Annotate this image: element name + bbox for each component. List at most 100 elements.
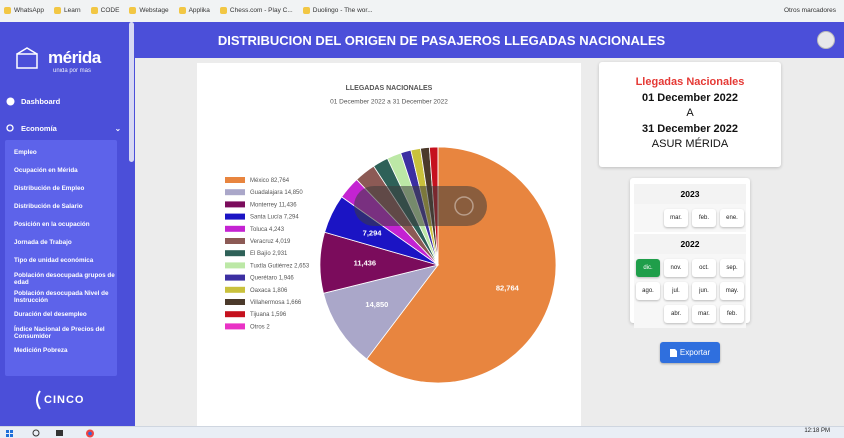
legend-swatch [225,299,245,305]
submenu-item[interactable]: Distribución de Empleo [14,185,85,193]
export-label: Exportar [679,348,711,357]
avatar[interactable] [817,31,835,49]
zoom-out-icon[interactable] [454,196,474,216]
month-button[interactable]: nov. [664,259,688,277]
legend-name: Querétaro [250,275,278,281]
legend-entry: Tuxtla Gutiérrez 2,653 [250,263,310,269]
bookmark[interactable]: Webstage [129,7,169,15]
submenu-item[interactable]: Jornada de Trabajo [14,239,72,247]
month-button[interactable]: ago. [636,282,660,300]
legend-name: México [250,178,270,184]
month-button[interactable]: ene. [720,209,744,227]
month-button[interactable]: mar. [664,209,688,227]
submenu-item[interactable]: Medición Pobreza [14,347,68,355]
month-button[interactable]: dic. [636,259,660,277]
bookmark-label: WhatsApp [14,7,44,15]
legend-entry: Santa Lucía 7,294 [250,214,299,220]
clock: 12:18 PM [804,428,830,434]
legend-entry: Veracruz 4,019 [250,239,291,245]
legend-value: 1,806 [272,287,288,293]
bookmark-label: CODE [100,7,120,15]
bookmark[interactable]: Otros marcadores [784,7,836,14]
legend-swatch [225,274,245,281]
month-grid: mar. feb. ene. [634,204,746,232]
bookmark[interactable]: Chess.com - Play C... [219,7,293,15]
menu-label: Economía [21,124,57,133]
legend-entry: Toluca 4,243 [250,226,285,232]
legend-value: 1,666 [286,300,302,306]
slice-label: 11,436 [354,259,377,268]
bookmark-label: Applika [188,7,210,15]
export-button[interactable]: Exportar [660,342,720,363]
month-button[interactable]: jun. [692,282,716,300]
summary-airport: ASUR MÉRIDA [651,138,729,150]
legend-swatch [225,323,245,330]
menu-label: Dashboard [21,97,61,106]
menu-item[interactable]: Dashboard [6,97,60,106]
submenu-item[interactable]: Distribución de Salario [14,203,83,211]
legend-name: Oaxaca [250,287,271,293]
bookmark[interactable]: Learn [54,7,81,15]
chart-title: LLEGADAS NACIONALES [346,85,433,92]
legend-swatch [225,177,245,183]
submenu-item[interactable]: Duración del desempleo [14,311,87,319]
year-label: 2022 [634,234,746,254]
scrollbar [129,22,134,162]
year-label: 2023 [634,184,746,204]
bookmark-label: Otros marcadores [783,7,836,14]
bookmark-label: Duolingo - The wor... [312,7,373,15]
submenu: Empleo Ocupación en Mérida Distribución de… [5,140,117,376]
submenu-item[interactable]: Posición en la ocupación [14,221,90,229]
summary-card: Llegadas Nacionales 01 December 2022 A 3… [599,62,781,167]
legend-swatch [225,225,245,232]
legend-name: Monterrey [250,202,277,208]
summary-end: 31 December 2022 [641,122,738,135]
month-button[interactable]: sep. [720,259,744,277]
legend-swatch [225,311,245,318]
legend-value: 1,596 [271,312,287,318]
spacer [636,305,660,323]
legend-name: El Bajío [250,251,271,257]
chart: LLEGADAS NACIONALES 01 December 2022 a 3… [225,85,557,384]
submenu-item[interactable]: Población desocupada grupos de edad [14,271,115,287]
bookmark[interactable]: CODE [90,7,120,15]
tagline: unida por más [53,68,92,74]
slice-label: 82,764 [496,283,520,292]
bookmark[interactable]: Applika [178,7,210,15]
legend-entry: Villahermosa 1,666 [250,300,302,306]
submenu-item[interactable]: Tipo de unidad económica [14,257,94,265]
pie-slice [366,146,557,384]
legend-value: 11,436 [279,202,298,208]
legend-entry: Tijuana 1,596 [250,312,287,318]
submenu-item[interactable]: Empleo [14,149,37,157]
legend-entry: Otros 2 [250,324,270,330]
month-button[interactable]: jul. [664,282,688,300]
bookmark[interactable]: Duolingo - The wor... [302,7,373,15]
month-button[interactable]: oct. [692,259,716,277]
legend-value: 2,931 [272,251,288,257]
month-button[interactable]: abr. [664,305,688,323]
submenu-item[interactable]: Ocupación en Mérida [14,167,78,175]
legend-name: Santa Lucía [250,214,283,220]
legend-entry: Oaxaca 1,806 [250,287,288,293]
slice-label: 14,850 [365,300,388,309]
submenu-item[interactable]: Población desocupada Nivel de Instrucció… [14,289,109,305]
month-button[interactable]: feb. [692,209,716,227]
legend-entry: El Bajío 2,931 [250,251,288,257]
bookmark[interactable]: WhatsApp [4,7,44,15]
legend-entry: Guadalajara 14,850 [250,190,303,196]
zoom-overlay [354,186,487,226]
month-button[interactable]: mar. [692,305,716,323]
submenu-item[interactable]: Índice Nacional de Precios del Consumido… [14,325,105,341]
legend-name: Tuxtla Gutiérrez [250,263,292,269]
month-button[interactable]: may. [720,282,744,300]
legend-swatch [225,262,245,269]
bookmarks-bar: WhatsApp Learn CODE Webstage Applika Chess.co… [0,0,844,22]
menu-item[interactable]: Economía ⌄ [6,124,121,133]
legend-value: 1,946 [279,275,295,281]
legend-entry: Monterrey 11,436 [250,202,297,208]
legend-value: 2,653 [294,263,310,269]
month-button[interactable]: feb. [720,305,744,323]
legend-value: 7,294 [284,214,300,220]
legend-entry: Querétaro 1,946 [250,275,294,281]
